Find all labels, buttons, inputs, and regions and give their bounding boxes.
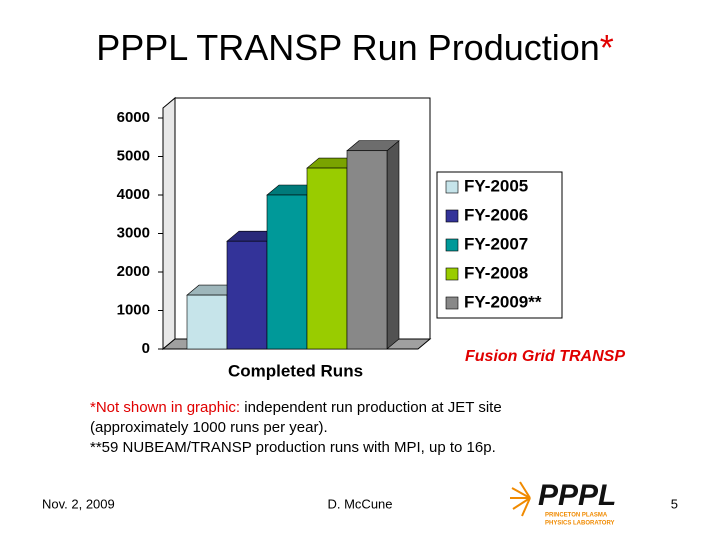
footnote-lead: *Not shown in graphic:: [90, 399, 240, 416]
legend-label: FY-2005: [464, 176, 528, 195]
side-wall: [162, 96, 176, 351]
bar-side: [386, 140, 400, 350]
footer-date: Nov. 2, 2009: [42, 496, 115, 511]
logo-line: PHYSICS LABORATORY: [545, 521, 615, 527]
logo: PPPL PRINCETON PLASMA PHYSICS LABORATORY: [510, 479, 616, 527]
bar: [346, 150, 388, 350]
y-tick-label: 1000: [117, 301, 150, 318]
y-tick-label: 4000: [117, 186, 150, 203]
footnote: *Not shown in graphic: independent run p…: [90, 399, 502, 416]
legend-label: FY-2007: [464, 234, 528, 253]
legend-label: FY-2009**: [464, 292, 542, 311]
y-tick-label: 3000: [117, 224, 150, 241]
footnote-line: (approximately 1000 runs per year).: [90, 419, 328, 436]
title-text: PPPL TRANSP Run Production: [96, 27, 600, 68]
y-tick-label: 6000: [117, 109, 150, 126]
legend-swatch: [445, 267, 459, 281]
chart: [161, 96, 432, 351]
logo-burst: [510, 481, 531, 517]
y-tick-label: 5000: [117, 147, 150, 164]
y-tick-label: 0: [142, 340, 150, 357]
legend-label: FY-2006: [464, 205, 528, 224]
footnote-line: independent run production at JET site: [240, 399, 502, 416]
logo-line: PRINCETON PLASMA: [545, 513, 608, 519]
x-tick-label: Completed Runs: [228, 361, 363, 380]
legend-swatch: [445, 180, 459, 194]
annotation: Fusion Grid TRANSP: [465, 348, 625, 365]
logo-name: PPPL: [538, 479, 616, 512]
legend-label: FY-2008: [464, 263, 528, 282]
page-number: 5: [671, 496, 678, 511]
footnote-line: **59 NUBEAM/TRANSP production runs with …: [90, 439, 496, 456]
bar: [266, 194, 308, 350]
legend-swatch: [445, 209, 459, 223]
legend-swatch: [445, 296, 459, 310]
footer-author: D. McCune: [327, 496, 392, 511]
legend-swatch: [445, 238, 459, 252]
y-tick-label: 2000: [117, 263, 150, 280]
bar: [306, 167, 348, 350]
title-mark: *: [600, 27, 614, 68]
slide-title: PPPL TRANSP Run Production*: [96, 27, 614, 68]
bar: [186, 294, 228, 350]
bar: [226, 240, 268, 350]
